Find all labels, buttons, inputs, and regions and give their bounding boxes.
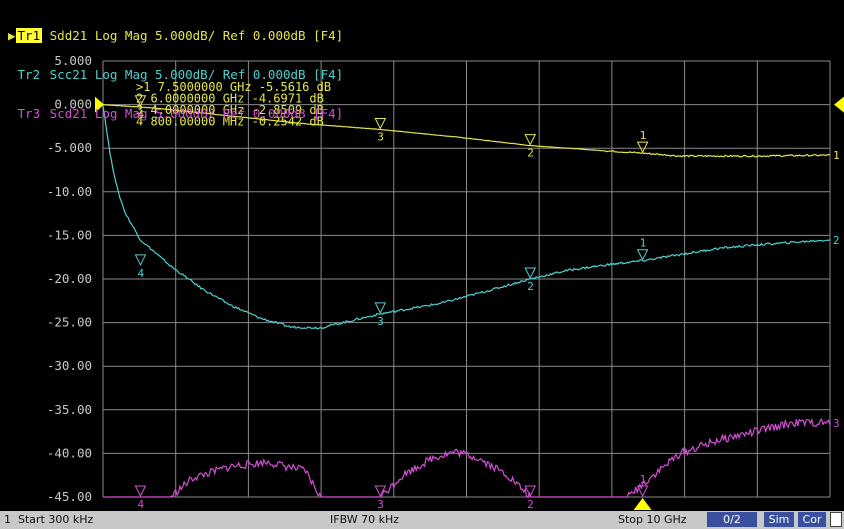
legend-tr1-param: Sdd21 xyxy=(49,28,88,43)
marker-4-triangle xyxy=(134,485,147,498)
marker-4-triangle xyxy=(134,95,147,107)
trace-end-label: 2 xyxy=(833,234,840,247)
legend-tr3[interactable]: Tr3 Scd21 Log Mag 5.000dB/ Ref 0.000dB [… xyxy=(8,106,344,121)
marker-2-label: 2 xyxy=(527,280,534,293)
channel-number[interactable]: 1 xyxy=(4,513,11,526)
legend-tr2-id[interactable]: Tr2 xyxy=(17,67,41,82)
legend-tr2-scale: 5.000dB/ xyxy=(155,67,216,82)
reference-markers xyxy=(95,96,844,510)
legend-tr1-scale: 5.000dB/ xyxy=(155,28,216,43)
trace-markers: 1 2 3 4 1 2 3 4 1 2 3 4 xyxy=(134,95,649,511)
marker-2-label: 2 xyxy=(527,147,534,160)
marker-1-label: 1 xyxy=(640,129,647,142)
marker-1-label: 1 xyxy=(640,473,647,486)
marker-2-triangle xyxy=(524,134,537,146)
marker-1-triangle xyxy=(636,249,649,261)
marker-table-row: 3 4.0000000 GHz -2.8509 dB xyxy=(136,103,324,117)
legend-tr2-flag: [F4] xyxy=(313,67,344,82)
y-tick-label: 5.000 xyxy=(54,53,92,68)
legend-tr1-format: Log Mag xyxy=(94,28,148,43)
legend-tr2-param: Scc21 xyxy=(49,67,88,82)
legend-tr3-id[interactable]: Tr3 xyxy=(17,106,41,121)
marker-3-label: 3 xyxy=(377,130,384,143)
legend-tr1-id[interactable]: Tr1 xyxy=(15,28,43,43)
legend-tr3-scale: 5.000dB/ xyxy=(155,106,216,121)
y-tick-label: -15.00 xyxy=(47,227,92,242)
marker-table-row: >1 7.5000000 GHz -5.5616 dB xyxy=(136,80,331,94)
marker-2-triangle xyxy=(524,485,537,498)
legend-tr2-format: Log Mag xyxy=(94,67,148,82)
if-bandwidth[interactable]: IFBW 70 kHz xyxy=(330,513,400,526)
averaging-count[interactable]: 0/2 xyxy=(707,512,757,527)
legend-tr3-flag: [F4] xyxy=(313,106,344,121)
marker-2-triangle xyxy=(524,267,537,280)
legend-tr1-ref: Ref 0.000dB xyxy=(222,28,306,43)
legend-tr3-param: Scd21 xyxy=(49,106,88,121)
trace-tr2 xyxy=(102,105,831,330)
y-tick-label: -10.00 xyxy=(47,184,92,199)
marker-table-row: 4 800.00000 MHz -0.2542 dB xyxy=(136,115,324,129)
marker-4-label: 4 xyxy=(137,267,144,280)
marker-3-triangle xyxy=(374,485,387,498)
marker-1-triangle xyxy=(636,485,649,498)
marker-1-label: 1 xyxy=(640,237,647,250)
marker-table: >1 7.5000000 GHz -5.5616 dB 2 6.0000000 … xyxy=(136,80,331,129)
sim-badge[interactable]: Sim xyxy=(764,512,794,527)
status-end-box xyxy=(830,512,842,527)
trace-end-label: 1 xyxy=(833,149,840,162)
trace-legend: ▶ Tr1 Sdd21 Log Mag 5.000dB/ Ref 0.000dB … xyxy=(8,3,343,146)
trace-end-labels: 1 2 3 xyxy=(833,149,840,430)
status-bar: 1 Start 300 kHz IFBW 70 kHz Stop 10 GHz … xyxy=(0,511,844,529)
marker-4-triangle xyxy=(134,254,147,267)
legend-tr2-ref: Ref 0.000dB xyxy=(222,67,306,82)
ref-level-left-arrow xyxy=(95,96,104,113)
ref-level-right-arrow xyxy=(834,96,844,113)
trace-tr1 xyxy=(102,104,831,158)
marker-4-label: 4 xyxy=(137,498,144,511)
legend-tr1[interactable]: ▶ Tr1 Sdd21 Log Mag 5.000dB/ Ref 0.000dB … xyxy=(8,28,344,43)
chart: 5.000 0.000 -5.000 -10.00 -15.00 -20.00 -25.00… xyxy=(46,53,844,511)
stop-frequency[interactable]: Stop 10 GHz xyxy=(618,513,687,526)
y-tick-label: -20.00 xyxy=(47,271,92,286)
y-tick-label: -40.00 xyxy=(47,445,92,460)
y-tick-label: -25.00 xyxy=(47,315,92,330)
marker-2-label: 2 xyxy=(527,498,534,511)
marker-3-triangle xyxy=(374,302,387,314)
marker-4-label: 4 xyxy=(137,108,144,121)
marker-1-triangle xyxy=(636,141,649,154)
marker-3-triangle xyxy=(374,117,387,130)
legend-tr3-format: Log Mag xyxy=(94,106,148,121)
marker-3-label: 3 xyxy=(377,498,384,511)
trace-end-label: 3 xyxy=(833,417,840,430)
trace-lines xyxy=(102,104,831,498)
active-marker-stimulus-arrow xyxy=(633,498,652,510)
legend-tr1-flag: [F4] xyxy=(313,28,344,43)
start-frequency[interactable]: Start 300 kHz xyxy=(18,513,94,526)
chart-grid xyxy=(102,60,831,498)
trace-tr3 xyxy=(103,417,831,498)
y-tick-label: -45.00 xyxy=(47,489,92,504)
legend-tr2[interactable]: Tr2 Scc21 Log Mag 5.000dB/ Ref 0.000dB [… xyxy=(8,67,344,82)
marker-3-label: 3 xyxy=(377,315,384,328)
y-tick-label: -35.00 xyxy=(47,402,92,417)
cor-badge[interactable]: Cor xyxy=(798,512,826,527)
y-tick-label: 0.000 xyxy=(54,97,92,112)
y-tick-label: -5.000 xyxy=(47,140,92,155)
y-tick-label: -30.00 xyxy=(47,358,92,373)
y-axis-labels: 5.000 0.000 -5.000 -10.00 -15.00 -20.00 -25.00… xyxy=(47,53,92,504)
legend-tr3-ref: Ref 0.000dB xyxy=(222,106,306,121)
marker-table-row: 2 6.0000000 GHz -4.6971 dB xyxy=(136,92,324,106)
